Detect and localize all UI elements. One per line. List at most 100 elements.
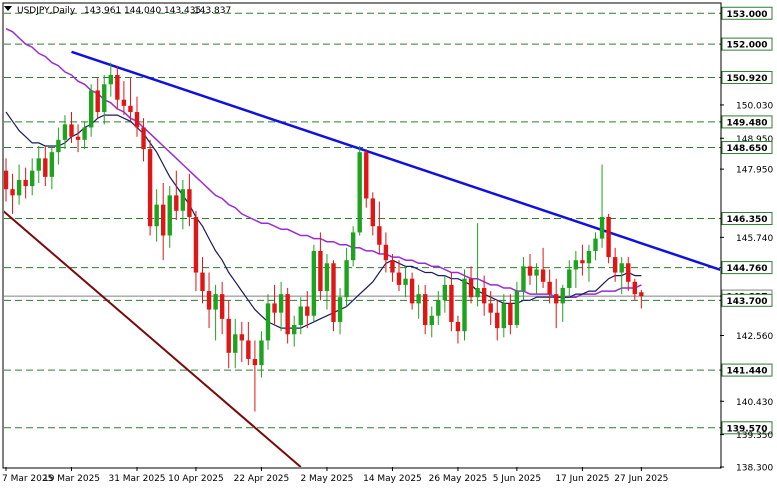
candle-body (147, 149, 153, 227)
candle-body (88, 90, 94, 128)
x-tick-label-9: 17 Jun 2025 (555, 474, 609, 484)
candle-12 (82, 121, 87, 150)
candle-body (180, 189, 186, 211)
candle-body (62, 124, 68, 140)
candle-body (154, 204, 159, 227)
candle-body (318, 250, 323, 292)
candle-96 (632, 278, 637, 301)
candle-32 (213, 284, 218, 341)
candle-22 (147, 139, 153, 236)
candle-body (226, 318, 231, 353)
candle-65 (429, 306, 434, 338)
candle-86 (567, 260, 572, 298)
candle-body (95, 90, 100, 113)
candle-body (344, 260, 349, 298)
candle-29 (193, 210, 199, 292)
candle-91 (599, 164, 605, 248)
candle-body (272, 303, 277, 313)
candle-body (161, 204, 166, 236)
candle-body (501, 303, 506, 329)
candle-0 (4, 158, 9, 202)
candle-body (567, 269, 572, 288)
candle-75 (495, 300, 500, 341)
candle-body (554, 294, 559, 304)
candle-21 (141, 118, 146, 162)
y-level-label-0: 153.000 (727, 10, 768, 20)
candle-body (206, 291, 212, 310)
candle-42 (278, 281, 284, 332)
y-tick-label-9: 145.740 (736, 234, 773, 244)
candle-body (16, 179, 22, 196)
candle-63 (416, 284, 421, 319)
candle-body (134, 112, 140, 128)
candle-body (69, 124, 74, 137)
candle-64 (423, 284, 428, 335)
candle-body (75, 136, 81, 140)
candle-body (23, 179, 28, 187)
candle-59 (390, 254, 395, 282)
candle-body (416, 294, 421, 304)
candle-body (357, 152, 362, 233)
candle-87 (573, 250, 579, 288)
candle-body (43, 158, 48, 177)
candle-body (560, 287, 565, 304)
y-level-box-6 (721, 141, 773, 155)
y-level-label-8: 146.350 (727, 215, 768, 225)
candle-body (612, 257, 618, 273)
candle-73 (481, 275, 487, 316)
candle-body (115, 74, 120, 100)
y-tick-label-3: 150.030 (736, 101, 773, 111)
candle-35 (233, 318, 238, 369)
trendlines (4, 50, 720, 467)
candle-41 (272, 284, 277, 326)
x-tick-label-4: 22 Apr 2025 (234, 474, 290, 484)
candle-body (534, 269, 539, 276)
candle-body (30, 170, 35, 187)
candle-body (481, 287, 487, 304)
candle-88 (580, 244, 585, 276)
y-level-label-12: 143.700 (727, 297, 768, 307)
candle-68 (449, 272, 454, 332)
candle-body (233, 334, 238, 353)
candle-77 (508, 294, 513, 335)
plot-frame (2, 2, 722, 469)
candle-body (396, 272, 402, 285)
candle-body (593, 238, 598, 251)
candle-40 (265, 294, 271, 350)
candle-body (350, 232, 356, 261)
candle-body (305, 306, 310, 316)
candle-36 (239, 321, 244, 363)
candle-33 (219, 281, 225, 335)
candle-23 (154, 189, 159, 242)
candle-body (252, 358, 258, 366)
candle-body (121, 99, 127, 106)
candle-body (547, 281, 552, 295)
collapse-triangle-icon[interactable] (4, 6, 12, 11)
y-tick-label-5: 148.950 (736, 135, 773, 145)
candle-46 (305, 291, 310, 329)
candle-18 (121, 81, 127, 116)
candle-54 (357, 145, 362, 236)
candle-body (599, 216, 605, 239)
candle-9 (62, 115, 68, 150)
candle-body (102, 84, 107, 113)
candle-body (423, 294, 428, 326)
candle-56 (370, 192, 375, 236)
y-tick-label-15: 140.430 (736, 398, 773, 408)
candle-body (265, 303, 271, 341)
candle-66 (436, 291, 441, 326)
candle-92 (606, 213, 611, 264)
y-level-label-4: 149.480 (727, 118, 768, 128)
candle-79 (521, 257, 526, 301)
candle-body (573, 260, 579, 270)
candle-body (219, 294, 225, 319)
price-axis: 153.000 152.000 150.920 150.030 149.480 148.9… (720, 6, 773, 474)
candle-74 (488, 291, 493, 326)
candle-81 (534, 263, 539, 295)
candle-25 (167, 186, 172, 248)
candle-body (4, 170, 9, 190)
candle-body (436, 300, 441, 316)
candle-39 (259, 331, 264, 378)
